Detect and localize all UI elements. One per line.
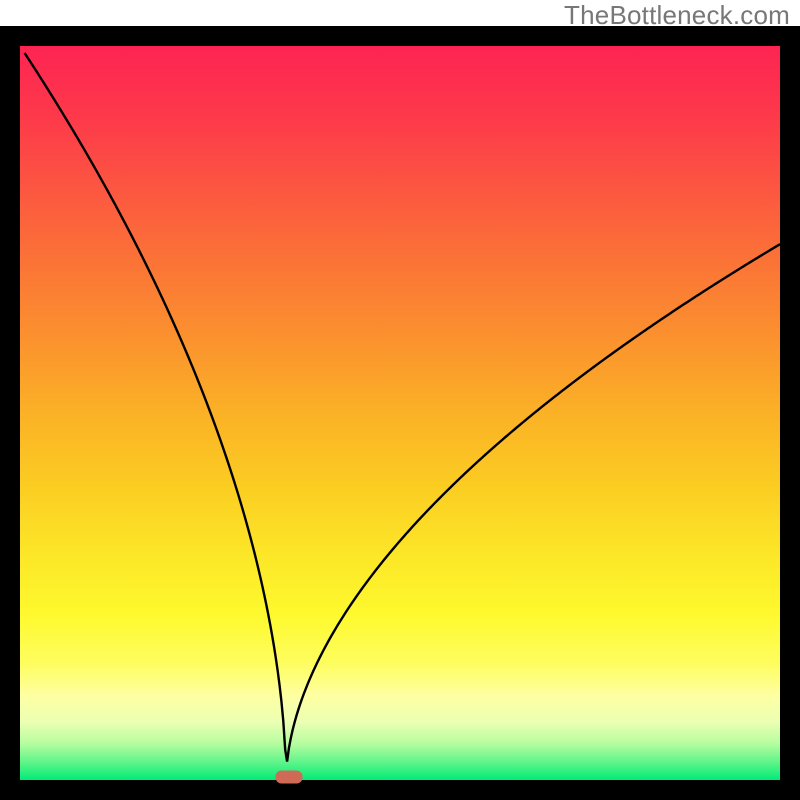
watermark-text: TheBottleneck.com (564, 0, 790, 31)
optimal-marker (276, 771, 303, 784)
chart-svg (0, 0, 800, 800)
gradient-background (20, 46, 780, 780)
chart-container: TheBottleneck.com (0, 0, 800, 800)
